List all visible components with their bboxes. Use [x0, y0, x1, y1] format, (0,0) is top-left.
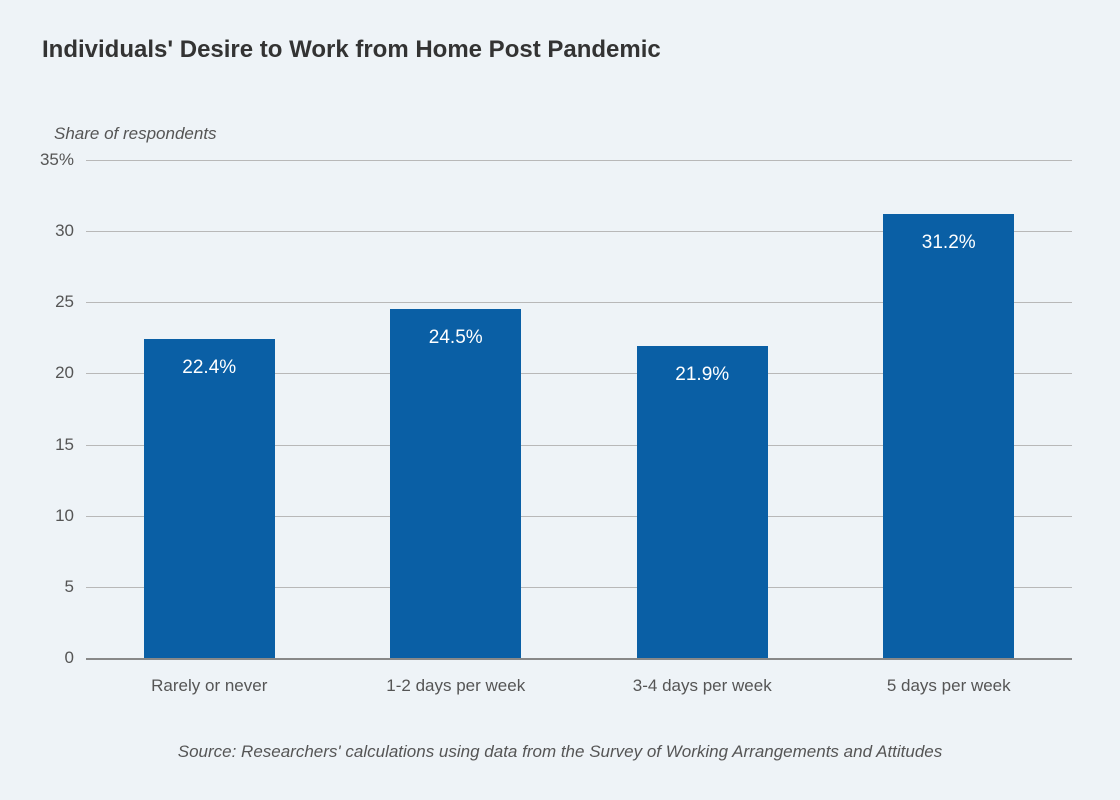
x-tick-label: 1-2 days per week: [333, 676, 580, 696]
bar: 31.2%: [883, 214, 1014, 658]
bar: 22.4%: [144, 339, 275, 658]
bar-value-label: 21.9%: [637, 364, 768, 386]
y-tick-label: 35%: [40, 150, 86, 170]
plot-area: 35%05101520253022.4%Rarely or never24.5%…: [86, 160, 1072, 658]
y-tick-label: 30: [55, 221, 86, 241]
bar-value-label: 22.4%: [144, 357, 275, 379]
bar: 24.5%: [390, 309, 521, 658]
x-axis-baseline: [86, 658, 1072, 660]
y-tick-label: 0: [65, 648, 86, 668]
y-tick-label: 20: [55, 363, 86, 383]
y-tick-label: 5: [65, 577, 86, 597]
y-tick-label: 25: [55, 292, 86, 312]
x-tick-label: Rarely or never: [86, 676, 333, 696]
gridline: [86, 160, 1072, 161]
bar-value-label: 24.5%: [390, 327, 521, 349]
source-note: Source: Researchers' calculations using …: [0, 742, 1120, 762]
y-axis-title: Share of respondents: [54, 124, 217, 144]
x-tick-label: 3-4 days per week: [579, 676, 826, 696]
chart-title: Individuals' Desire to Work from Home Po…: [42, 36, 1078, 64]
x-tick-label: 5 days per week: [826, 676, 1073, 696]
y-tick-label: 10: [55, 506, 86, 526]
y-tick-label: 15: [55, 435, 86, 455]
bar: 21.9%: [637, 346, 768, 658]
bar-value-label: 31.2%: [883, 232, 1014, 254]
chart-container: Individuals' Desire to Work from Home Po…: [0, 0, 1120, 800]
